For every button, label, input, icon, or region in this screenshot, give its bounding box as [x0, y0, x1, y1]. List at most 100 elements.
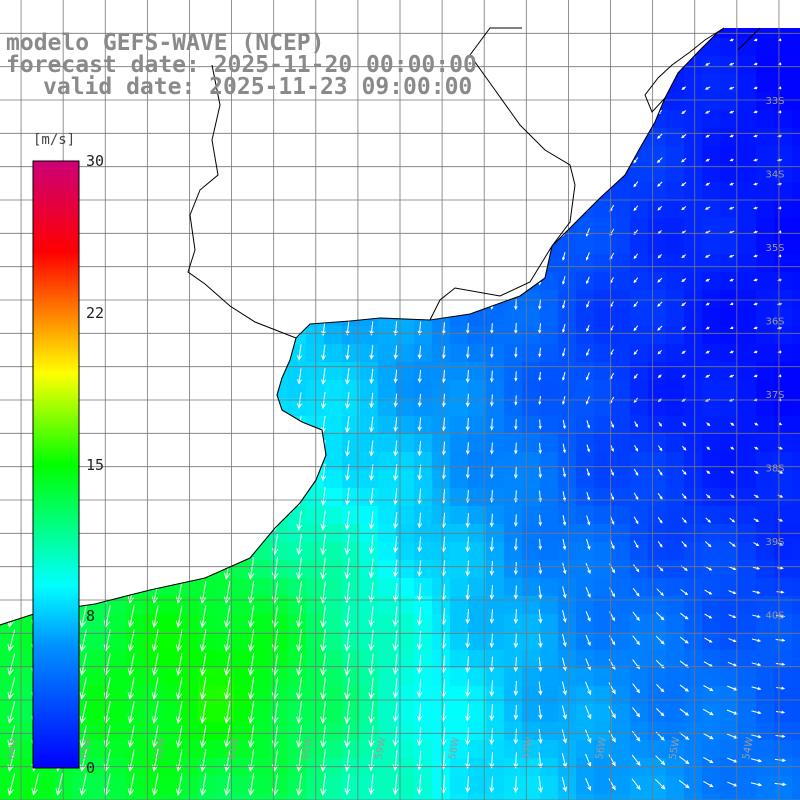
speed-cell [126, 560, 145, 579]
speed-cell [558, 452, 577, 471]
wind-arrow [634, 421, 638, 428]
wind-arrow [585, 729, 592, 744]
speed-cell [162, 668, 181, 687]
wind-arrow [128, 342, 135, 363]
speed-cell [612, 218, 631, 237]
speed-cell [756, 344, 775, 363]
speed-cell [522, 146, 541, 165]
wind-arrow [271, 677, 279, 701]
speed-cell [486, 92, 505, 111]
speed-cell [252, 578, 271, 597]
speed-cell [756, 308, 775, 327]
wind-arrow [730, 470, 735, 474]
wind-arrow [562, 538, 567, 551]
speed-cell [702, 56, 721, 75]
speed-cell [288, 398, 307, 417]
wind-arrow [128, 271, 135, 290]
speed-cell [72, 110, 91, 129]
speed-cell [198, 650, 217, 669]
speed-cell [144, 488, 163, 507]
wind-arrow [368, 677, 375, 700]
wind-arrow [344, 701, 351, 725]
speed-cell [0, 128, 19, 147]
speed-cell [666, 308, 685, 327]
wind-arrow [465, 727, 471, 746]
speed-cell [720, 758, 739, 777]
wind-arrow [249, 176, 254, 193]
wind-arrow [538, 347, 542, 358]
speed-cell [702, 200, 721, 219]
wind-arrow [489, 585, 495, 600]
speed-cell [378, 506, 397, 525]
speed-cell [234, 254, 253, 273]
wind-arrow [489, 728, 495, 746]
speed-cell [306, 290, 325, 309]
speed-cell [756, 326, 775, 345]
wind-arrow [7, 629, 16, 652]
speed-cell [738, 542, 757, 561]
speed-cell [324, 308, 343, 327]
wind-arrow [538, 203, 542, 214]
wind-arrow [538, 729, 543, 745]
wind-arrow [80, 175, 87, 194]
speed-cell [630, 92, 649, 111]
speed-cell [612, 794, 631, 800]
wind-arrow [538, 84, 542, 93]
speed-cell [558, 344, 577, 363]
speed-cell [450, 632, 469, 651]
wind-arrow [681, 182, 687, 187]
wind-arrow [225, 176, 230, 193]
wind-arrow [176, 319, 183, 338]
speed-cell [378, 452, 397, 471]
speed-cell [450, 560, 469, 579]
lat-label: 36S [765, 317, 784, 328]
speed-cell [432, 110, 451, 129]
speed-cell [414, 722, 433, 741]
speed-cell [684, 722, 703, 741]
wind-arrow [79, 557, 87, 580]
speed-cell [162, 200, 181, 219]
speed-cell [702, 758, 721, 777]
speed-cell [144, 740, 163, 759]
speed-cell [126, 182, 145, 201]
wind-arrow [248, 485, 255, 508]
speed-cell [558, 578, 577, 597]
wind-arrow [392, 773, 399, 796]
speed-cell [666, 758, 685, 777]
speed-cell [468, 794, 487, 800]
speed-cell [234, 272, 253, 291]
speed-cell [486, 326, 505, 345]
wind-arrow [418, 106, 422, 119]
speed-cell [648, 434, 667, 453]
wind-arrow [151, 557, 159, 580]
speed-cell [108, 110, 127, 129]
speed-cell [558, 272, 577, 291]
speed-cell [270, 218, 289, 237]
speed-cell [576, 470, 595, 489]
speed-cell [0, 146, 19, 165]
speed-cell [360, 308, 379, 327]
speed-cell [414, 578, 433, 597]
speed-cell [90, 794, 109, 800]
wind-arrow [79, 677, 87, 700]
speed-cell [306, 128, 325, 147]
speed-cell [666, 290, 685, 309]
speed-cell [378, 110, 397, 129]
wind-arrow [247, 773, 255, 797]
speed-cell [288, 578, 307, 597]
wind-arrow [103, 653, 111, 676]
speed-cell [486, 650, 505, 669]
wind-arrow [417, 512, 423, 529]
wind-arrow [538, 657, 543, 672]
speed-cell [576, 326, 595, 345]
wind-arrow [753, 206, 758, 210]
speed-cell [90, 488, 109, 507]
speed-cell [252, 614, 271, 633]
wind-arrow [127, 461, 135, 484]
wind-arrow [296, 581, 303, 605]
speed-cell [630, 56, 649, 75]
speed-cell [558, 416, 577, 435]
wind-arrow [175, 677, 183, 700]
wind-arrow [465, 442, 470, 455]
